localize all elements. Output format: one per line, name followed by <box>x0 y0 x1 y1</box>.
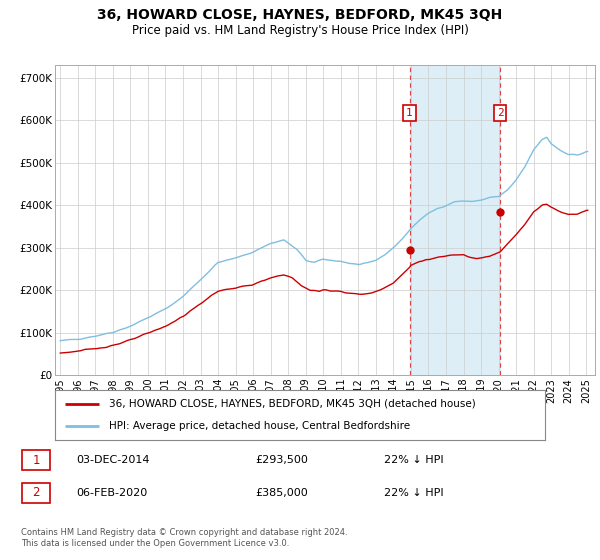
Text: 1: 1 <box>406 108 413 118</box>
Text: £385,000: £385,000 <box>255 488 308 498</box>
Text: 22% ↓ HPI: 22% ↓ HPI <box>384 488 443 498</box>
Text: 36, HOWARD CLOSE, HAYNES, BEDFORD, MK45 3QH (detached house): 36, HOWARD CLOSE, HAYNES, BEDFORD, MK45 … <box>109 399 476 409</box>
Text: 2: 2 <box>497 108 503 118</box>
Text: 03-DEC-2014: 03-DEC-2014 <box>76 455 149 465</box>
Text: 1: 1 <box>32 454 40 466</box>
Text: 22% ↓ HPI: 22% ↓ HPI <box>384 455 443 465</box>
Text: HPI: Average price, detached house, Central Bedfordshire: HPI: Average price, detached house, Cent… <box>109 421 410 431</box>
Bar <box>22 450 50 470</box>
Text: 36, HOWARD CLOSE, HAYNES, BEDFORD, MK45 3QH: 36, HOWARD CLOSE, HAYNES, BEDFORD, MK45 … <box>97 8 503 22</box>
Text: Price paid vs. HM Land Registry's House Price Index (HPI): Price paid vs. HM Land Registry's House … <box>131 24 469 36</box>
Text: £293,500: £293,500 <box>255 455 308 465</box>
Bar <box>22 483 50 503</box>
Bar <box>410 65 500 375</box>
Text: 06-FEB-2020: 06-FEB-2020 <box>76 488 147 498</box>
Text: Contains HM Land Registry data © Crown copyright and database right 2024.
This d: Contains HM Land Registry data © Crown c… <box>21 528 347 548</box>
Text: 2: 2 <box>32 487 40 500</box>
